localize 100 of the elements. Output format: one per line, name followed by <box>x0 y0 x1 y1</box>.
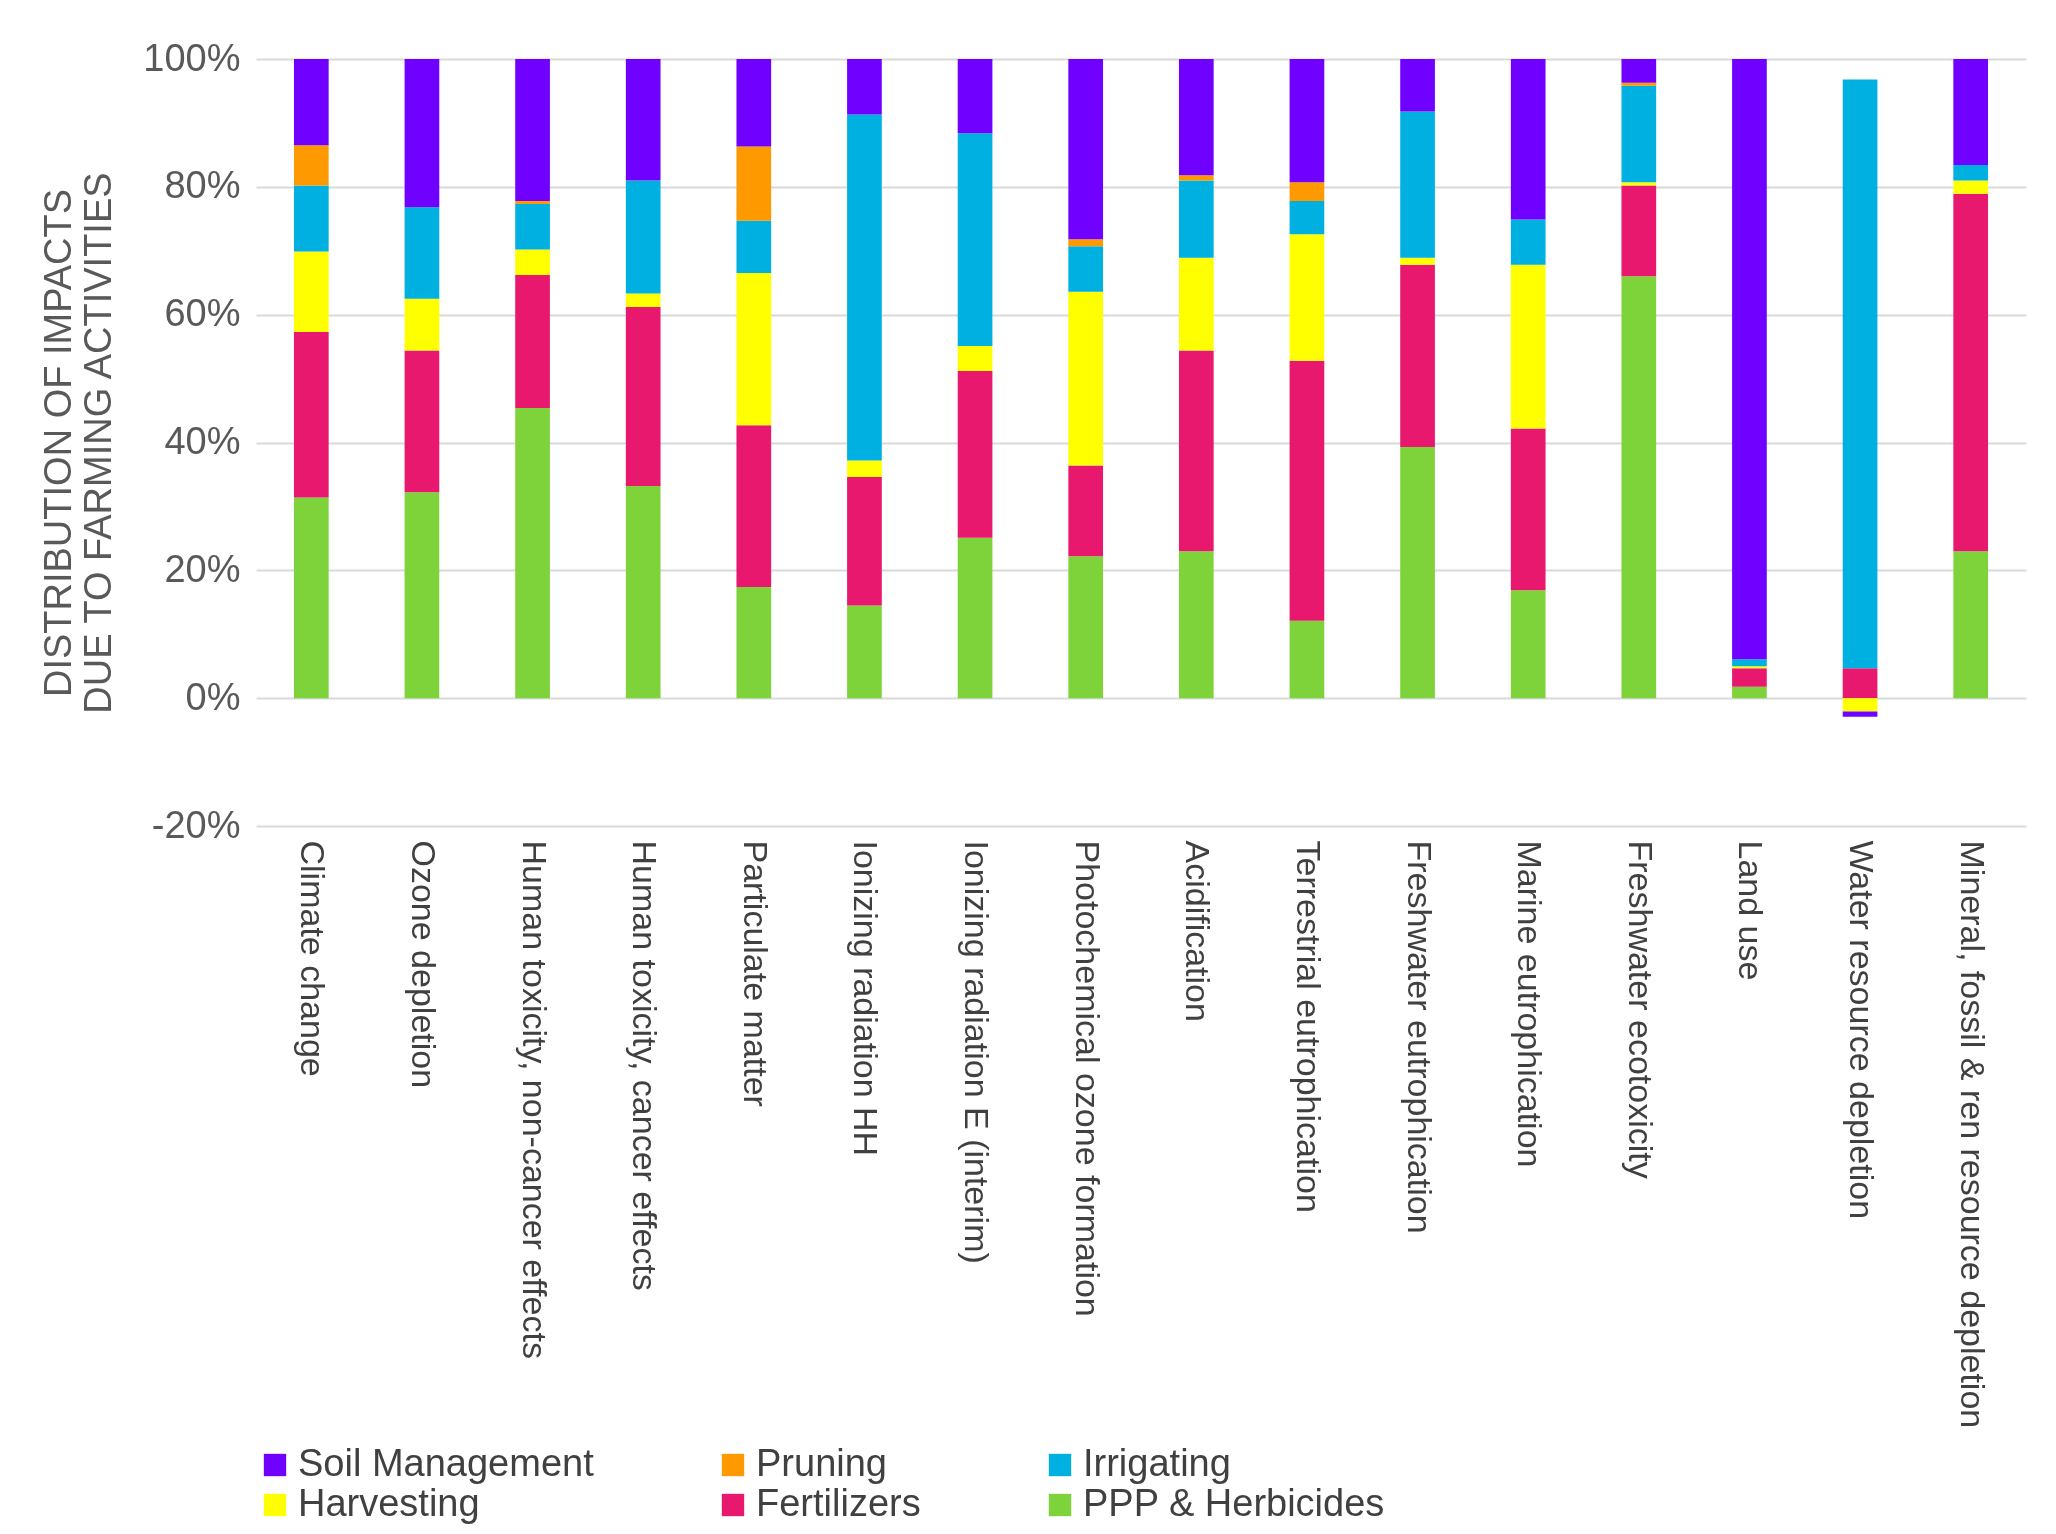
bar <box>847 59 882 115</box>
bar <box>957 133 993 346</box>
bar <box>1068 246 1104 292</box>
bar <box>515 204 550 250</box>
bar <box>1953 551 1989 699</box>
bar <box>1732 59 1767 660</box>
bar <box>293 185 329 252</box>
bar <box>957 370 993 538</box>
y-tick-label: 40% <box>164 420 241 462</box>
bar <box>1289 59 1325 183</box>
bar <box>1400 264 1435 447</box>
bar <box>404 59 440 208</box>
bar <box>1953 193 1989 552</box>
bar <box>1510 219 1546 265</box>
bar <box>1178 257 1214 351</box>
bar <box>957 537 993 699</box>
bar <box>847 460 882 478</box>
bar <box>736 59 772 147</box>
bar <box>957 345 993 371</box>
bar <box>625 180 661 294</box>
x-tick-label: Land use <box>1732 840 1771 981</box>
bar <box>1400 446 1435 699</box>
x-tick-label: Ionizing radiation E (interim) <box>958 840 997 1264</box>
bar <box>1510 428 1546 591</box>
bar <box>1953 59 1989 166</box>
x-tick-label: Water resource depletion <box>1843 840 1882 1220</box>
bar <box>515 59 550 201</box>
bar <box>1510 59 1546 220</box>
bar <box>1289 200 1325 235</box>
bar <box>293 145 329 186</box>
bar <box>404 350 440 493</box>
bar <box>736 425 772 587</box>
bar <box>1510 264 1546 429</box>
bar <box>1068 556 1104 699</box>
x-tick-label: Marine eutrophication <box>1511 840 1550 1168</box>
x-tick-label: Freshwater ecotoxicity <box>1621 840 1660 1179</box>
x-tick-label: Ozone depletion <box>404 840 443 1089</box>
bar <box>515 249 550 276</box>
bar <box>1178 551 1214 699</box>
bar <box>515 200 550 205</box>
bar <box>1621 185 1657 277</box>
bar <box>1621 182 1657 186</box>
x-tick-label: Acidification <box>1179 840 1218 1022</box>
bar <box>1068 465 1104 557</box>
y-tick-label: 60% <box>164 292 241 335</box>
legend-label: Irrigating <box>1083 1442 1231 1484</box>
bar <box>1732 686 1767 699</box>
bar <box>847 114 882 461</box>
bar <box>293 497 329 699</box>
bar <box>625 307 661 486</box>
bar <box>847 605 882 699</box>
bar <box>1400 257 1435 265</box>
bar <box>625 485 661 699</box>
bar <box>1732 659 1767 667</box>
bar <box>1289 234 1325 361</box>
x-tick-label: Mineral, fossil & ren resource depletion <box>1953 840 1992 1429</box>
bar <box>1289 182 1325 201</box>
bar <box>736 586 772 699</box>
bar <box>1068 59 1104 240</box>
bar <box>1621 85 1657 183</box>
bar <box>404 492 440 699</box>
bar <box>1178 180 1214 258</box>
bar <box>293 59 329 146</box>
bar <box>625 59 661 181</box>
legend-label: Soil Management <box>298 1442 595 1484</box>
bar <box>736 220 772 274</box>
x-tick-label: Human toxicity, cancer effects <box>626 840 665 1291</box>
bar <box>1842 668 1878 699</box>
bar <box>1510 590 1546 699</box>
x-tick-label: Freshwater eutrophication <box>1400 840 1439 1234</box>
bar <box>957 59 993 134</box>
bar <box>404 207 440 299</box>
bar <box>736 146 772 221</box>
y-tick-label: 100% <box>143 36 241 79</box>
y-tick-label: 0% <box>185 675 241 718</box>
bar <box>1953 180 1989 194</box>
bar <box>1400 59 1435 112</box>
bar <box>736 273 772 426</box>
bar <box>1068 291 1104 466</box>
x-tick-label: Photochemical ozone formation <box>1068 840 1107 1317</box>
bar <box>404 298 440 351</box>
bar <box>1621 276 1657 699</box>
bar <box>1289 620 1325 699</box>
legend-label: Pruning <box>756 1442 887 1484</box>
x-tick-label: Climate change <box>294 840 333 1077</box>
y-axis-title: DISTRIBUTION OF IMPACTS DUE TO FARMING ACTIVITIES <box>37 172 120 714</box>
y-tick-label: 80% <box>164 164 241 207</box>
bar <box>625 293 661 307</box>
bar <box>1732 668 1767 687</box>
bar <box>293 331 329 498</box>
bar <box>515 407 550 699</box>
x-tick-label: Human toxicity, non-cancer effects <box>515 840 554 1359</box>
y-tick-label: -20% <box>151 803 241 846</box>
bar <box>1953 165 1989 181</box>
bar <box>1621 82 1657 86</box>
bar <box>1289 360 1325 621</box>
bar <box>847 477 882 606</box>
y-tick-label: 20% <box>164 547 241 590</box>
x-tick-label: Particulate matter <box>736 840 775 1107</box>
bar <box>1842 698 1878 712</box>
